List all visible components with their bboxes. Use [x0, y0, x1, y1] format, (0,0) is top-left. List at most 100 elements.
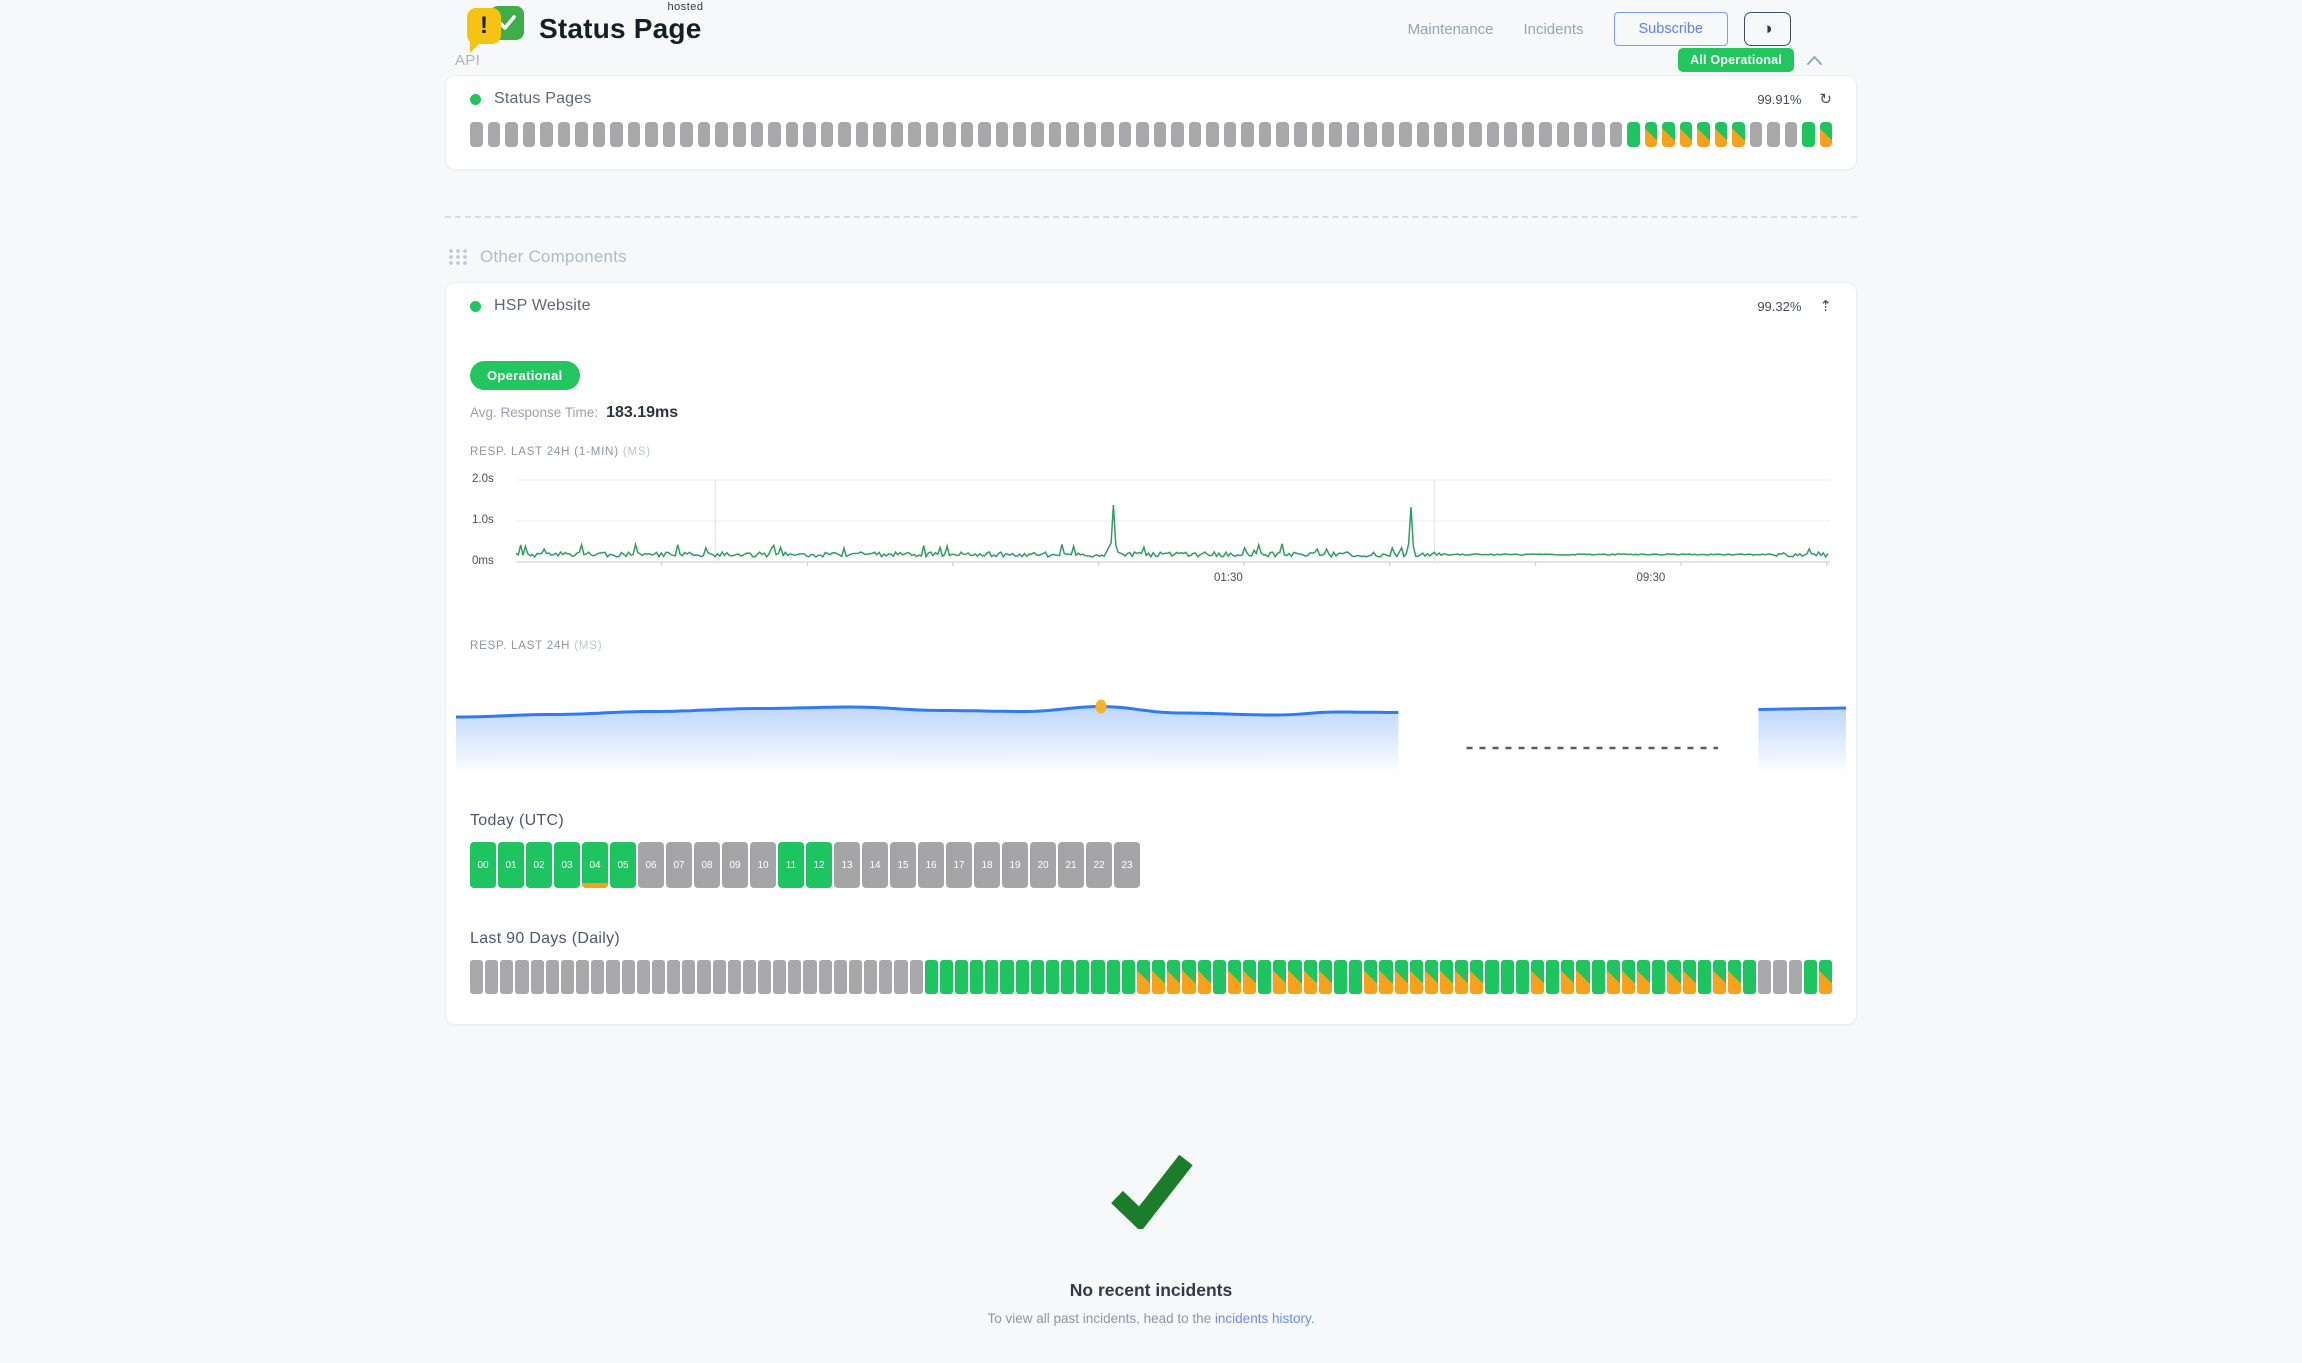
uptime-bar[interactable]: [1539, 122, 1552, 147]
hour-block-22[interactable]: 22: [1086, 842, 1112, 888]
uptime-bar[interactable]: [995, 122, 1009, 147]
uptime-bar[interactable]: [1662, 122, 1675, 147]
uptime-bar[interactable]: [838, 122, 851, 147]
uptime-bar[interactable]: [1136, 122, 1149, 147]
day-bar[interactable]: [1803, 960, 1817, 994]
day-bar[interactable]: [606, 960, 620, 994]
day-bar[interactable]: [909, 960, 923, 994]
day-bar[interactable]: [848, 960, 863, 994]
uptime-bar[interactable]: [487, 122, 501, 147]
day-bar[interactable]: [1364, 960, 1378, 994]
day-bar[interactable]: [1212, 960, 1226, 994]
uptime-bar[interactable]: [627, 122, 641, 147]
uptime-bar[interactable]: [1083, 122, 1097, 147]
hour-block-01[interactable]: 01: [498, 842, 524, 888]
day-bar[interactable]: [1561, 960, 1575, 994]
uptime-bar[interactable]: [1188, 122, 1202, 147]
uptime-bar[interactable]: [1469, 122, 1482, 147]
day-bar[interactable]: [530, 960, 544, 994]
uptime-bar[interactable]: [960, 122, 974, 147]
incidents-history-link[interactable]: incidents history.: [1214, 1311, 1315, 1326]
hour-block-23[interactable]: 23: [1114, 842, 1140, 888]
hour-block-02[interactable]: 02: [526, 842, 552, 888]
arrow-up-icon[interactable]: ⇡: [1819, 298, 1832, 315]
day-bar[interactable]: [1015, 960, 1029, 994]
uptime-bar[interactable]: [1153, 122, 1167, 147]
day-bar[interactable]: [1515, 960, 1529, 994]
day-bar[interactable]: [636, 960, 650, 994]
day-bar[interactable]: [1637, 960, 1651, 994]
uptime-bar[interactable]: [890, 122, 904, 147]
hour-block-10[interactable]: 10: [750, 842, 776, 888]
uptime-bar[interactable]: [1346, 122, 1360, 147]
uptime-bar[interactable]: [1521, 122, 1535, 147]
day-bar[interactable]: [1076, 960, 1090, 994]
day-bar[interactable]: [1682, 960, 1696, 994]
hour-block-04[interactable]: 04: [582, 842, 608, 888]
uptime-bar[interactable]: [1311, 122, 1325, 147]
day-bar[interactable]: [1394, 960, 1408, 994]
day-bar[interactable]: [1591, 960, 1605, 994]
uptime-bar[interactable]: [1293, 122, 1307, 147]
uptime-bar[interactable]: [575, 122, 588, 147]
uptime-bar[interactable]: [1118, 122, 1132, 147]
uptime-bar[interactable]: [1171, 122, 1184, 147]
uptime-bar[interactable]: [1101, 122, 1114, 147]
day-bar[interactable]: [1273, 960, 1287, 994]
uptime-bar[interactable]: [1241, 122, 1254, 147]
uptime-bar[interactable]: [908, 122, 921, 147]
nav-incidents[interactable]: Incidents: [1523, 20, 1584, 38]
day-bar[interactable]: [788, 960, 802, 994]
day-bar[interactable]: [621, 960, 635, 994]
day-bar[interactable]: [1818, 960, 1833, 994]
uptime-bar[interactable]: [1399, 122, 1412, 147]
uptime-bar[interactable]: [522, 122, 536, 147]
uptime-bar[interactable]: [610, 122, 623, 147]
day-bar[interactable]: [1091, 960, 1105, 994]
day-bar[interactable]: [894, 960, 908, 994]
uptime-bar[interactable]: [1381, 122, 1395, 147]
day-bar[interactable]: [1333, 960, 1348, 994]
uptime-bar[interactable]: [697, 122, 711, 147]
uptime-bar[interactable]: [1223, 122, 1237, 147]
day-bar[interactable]: [1455, 960, 1469, 994]
uptime-bar[interactable]: [1732, 122, 1745, 147]
day-bar[interactable]: [470, 960, 484, 994]
hour-block-13[interactable]: 13: [834, 842, 860, 888]
hour-block-06[interactable]: 06: [638, 842, 664, 888]
day-bar[interactable]: [1197, 960, 1211, 994]
day-bar[interactable]: [1121, 960, 1135, 994]
hour-block-12[interactable]: 12: [806, 842, 832, 888]
day-bar[interactable]: [1773, 960, 1787, 994]
hour-block-20[interactable]: 20: [1030, 842, 1056, 888]
uptime-bar[interactable]: [978, 122, 991, 147]
day-bar[interactable]: [1379, 960, 1393, 994]
hour-block-15[interactable]: 15: [890, 842, 916, 888]
day-bar[interactable]: [1182, 960, 1196, 994]
day-bar[interactable]: [1712, 960, 1726, 994]
day-bar[interactable]: [1440, 960, 1454, 994]
uptime-bar[interactable]: [1486, 122, 1500, 147]
uptime-bar[interactable]: [1714, 122, 1728, 147]
day-bar[interactable]: [727, 960, 741, 994]
day-bar[interactable]: [545, 960, 559, 994]
hour-block-07[interactable]: 07: [666, 842, 692, 888]
day-bar[interactable]: [1546, 960, 1560, 994]
day-bar[interactable]: [1409, 960, 1423, 994]
uptime-bar[interactable]: [715, 122, 728, 147]
day-bar[interactable]: [1621, 960, 1636, 994]
hour-block-08[interactable]: 08: [694, 842, 720, 888]
uptime-bar[interactable]: [1364, 122, 1377, 147]
hour-block-19[interactable]: 19: [1002, 842, 1028, 888]
uptime-bar[interactable]: [1609, 122, 1623, 147]
uptime-bar[interactable]: [1329, 122, 1342, 147]
day-bar[interactable]: [924, 960, 938, 994]
hour-block-14[interactable]: 14: [862, 842, 888, 888]
day-bar[interactable]: [1470, 960, 1484, 994]
uptime-bar[interactable]: [1048, 122, 1062, 147]
day-bar[interactable]: [651, 960, 666, 994]
uptime-bar[interactable]: [1574, 122, 1587, 147]
uptime-bar[interactable]: [1802, 122, 1815, 147]
day-bar[interactable]: [757, 960, 772, 994]
day-bar[interactable]: [1697, 960, 1711, 994]
